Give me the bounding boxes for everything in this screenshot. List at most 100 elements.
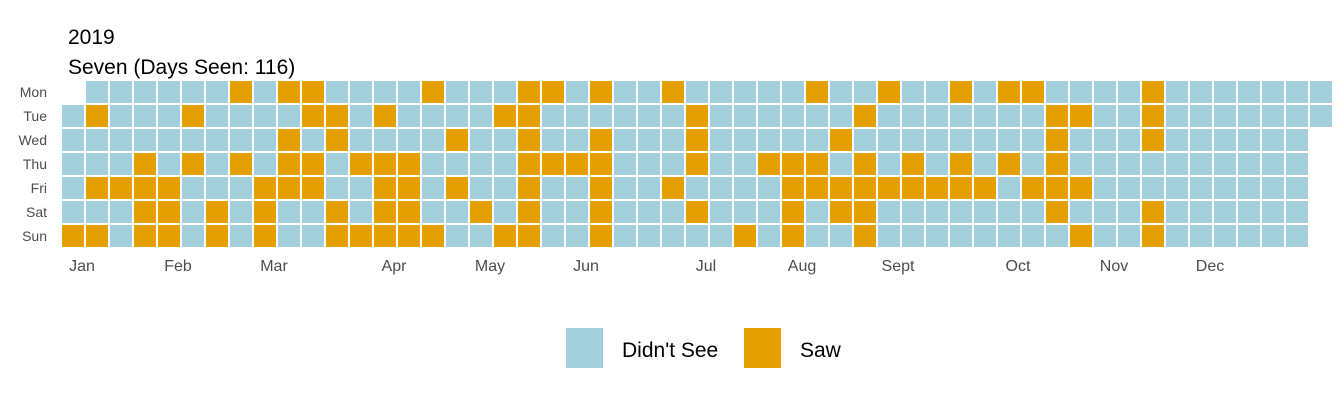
tile-didnt-see [134, 129, 156, 151]
tile-saw [302, 177, 324, 199]
tile-saw [302, 81, 324, 103]
tile-didnt-see [638, 105, 660, 127]
tile-saw [278, 177, 300, 199]
tile-didnt-see [1262, 177, 1284, 199]
tile-didnt-see [974, 201, 996, 223]
tile-didnt-see [1166, 105, 1188, 127]
tile-didnt-see [1118, 177, 1140, 199]
tile-didnt-see [1022, 105, 1044, 127]
tile-didnt-see [758, 177, 780, 199]
tile-saw [854, 153, 876, 175]
tile-didnt-see [134, 81, 156, 103]
tile-didnt-see [1214, 201, 1236, 223]
tile-didnt-see [494, 177, 516, 199]
tile-didnt-see [734, 105, 756, 127]
tile-saw [686, 129, 708, 151]
tile-saw [782, 201, 804, 223]
tile-didnt-see [998, 129, 1020, 151]
tile-saw [446, 177, 468, 199]
tile-didnt-see [206, 153, 228, 175]
tile-didnt-see [830, 105, 852, 127]
tile-didnt-see [62, 129, 84, 151]
tile-didnt-see [614, 81, 636, 103]
month-label-oct: Oct [1006, 258, 1031, 275]
tile-saw [950, 153, 972, 175]
tile-didnt-see [902, 129, 924, 151]
tile-didnt-see [206, 105, 228, 127]
tile-didnt-see [974, 81, 996, 103]
tile-saw [374, 201, 396, 223]
tile-saw [734, 225, 756, 247]
tile-didnt-see [230, 201, 252, 223]
tile-saw [374, 225, 396, 247]
tile-saw [662, 81, 684, 103]
tile-didnt-see [1118, 105, 1140, 127]
day-label-wed: Wed [18, 132, 47, 148]
tile-didnt-see [158, 105, 180, 127]
legend-label-0: Didn't See [622, 339, 718, 362]
tile-didnt-see [950, 105, 972, 127]
tile-didnt-see [1238, 105, 1260, 127]
tile-didnt-see [1190, 225, 1212, 247]
chart-title: 2019 [68, 26, 115, 49]
tile-saw [518, 153, 540, 175]
tile-didnt-see [686, 177, 708, 199]
tile-saw [350, 225, 372, 247]
tile-didnt-see [998, 177, 1020, 199]
tile-didnt-see [1286, 153, 1308, 175]
tile-didnt-see [1262, 201, 1284, 223]
tile-saw [1142, 105, 1164, 127]
tile-didnt-see [686, 81, 708, 103]
tile-didnt-see [926, 153, 948, 175]
tile-didnt-see [398, 105, 420, 127]
tile-didnt-see [1310, 105, 1332, 127]
tile-didnt-see [830, 81, 852, 103]
tile-saw [782, 177, 804, 199]
tile-saw [830, 177, 852, 199]
tile-didnt-see [278, 105, 300, 127]
month-label-feb: Feb [164, 258, 192, 275]
tile-didnt-see [734, 81, 756, 103]
tile-didnt-see [542, 105, 564, 127]
tile-didnt-see [254, 129, 276, 151]
tile-didnt-see [614, 201, 636, 223]
tile-didnt-see [734, 177, 756, 199]
tile-didnt-see [470, 177, 492, 199]
tile-didnt-see [470, 81, 492, 103]
tile-saw [1070, 177, 1092, 199]
tile-saw [494, 105, 516, 127]
month-label-aug: Aug [788, 258, 816, 275]
tile-didnt-see [950, 201, 972, 223]
tile-didnt-see [182, 177, 204, 199]
tile-didnt-see [638, 225, 660, 247]
tile-saw [278, 153, 300, 175]
legend: Didn't See Saw [566, 328, 842, 368]
tile-didnt-see [1166, 225, 1188, 247]
tile-saw [1142, 129, 1164, 151]
tile-saw [806, 153, 828, 175]
tile-saw [398, 177, 420, 199]
tile-didnt-see [254, 81, 276, 103]
tile-didnt-see [350, 201, 372, 223]
tile-saw [542, 81, 564, 103]
tile-saw [158, 177, 180, 199]
tile-didnt-see [398, 81, 420, 103]
tile-saw [590, 129, 612, 151]
tile-saw [686, 153, 708, 175]
tile-didnt-see [326, 177, 348, 199]
tile-didnt-see [182, 201, 204, 223]
tile-didnt-see [1142, 177, 1164, 199]
tile-saw [1046, 105, 1068, 127]
tile-saw [326, 129, 348, 151]
tile-didnt-see [1094, 105, 1116, 127]
tile-didnt-see [1238, 225, 1260, 247]
tile-saw [374, 105, 396, 127]
tile-didnt-see [1238, 177, 1260, 199]
month-label-dec: Dec [1196, 258, 1224, 275]
tile-saw [134, 225, 156, 247]
tile-saw [1046, 201, 1068, 223]
tile-saw [830, 201, 852, 223]
tile-didnt-see [974, 105, 996, 127]
tile-didnt-see [1190, 129, 1212, 151]
